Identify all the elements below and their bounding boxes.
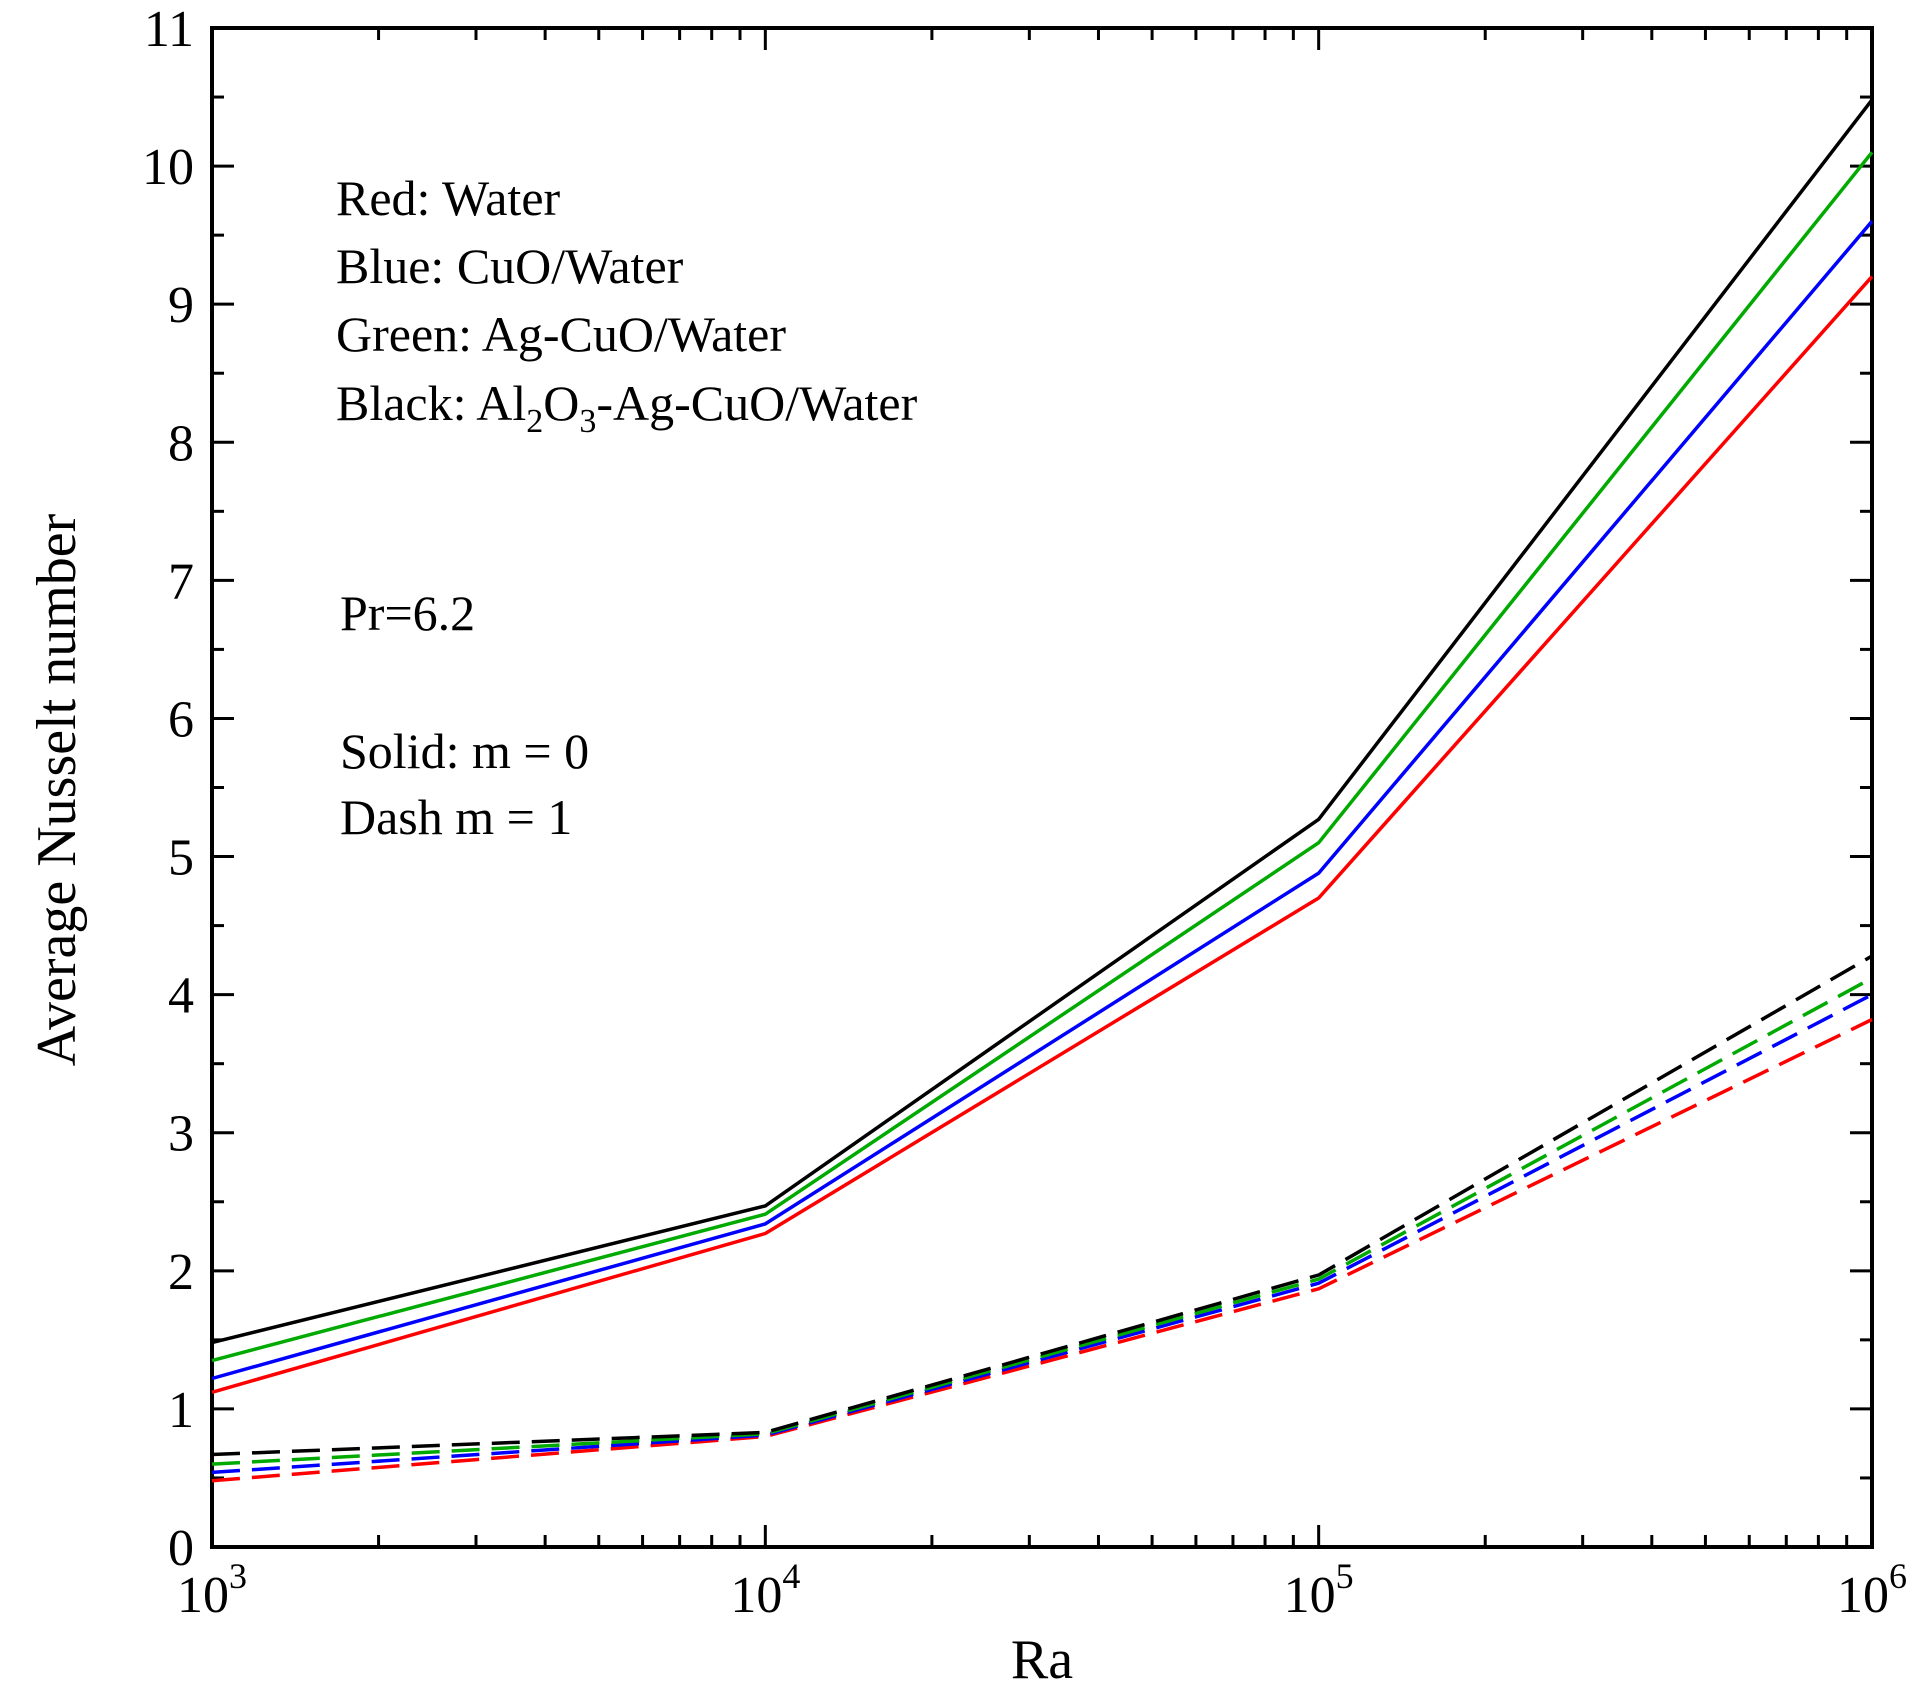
legend-label-blue: Blue: [336, 238, 444, 294]
dash-annotation: Dash m = 1 [340, 789, 572, 845]
x-axis-title: Ra [1011, 1629, 1073, 1691]
y-tick-label: 2 [168, 1244, 194, 1301]
y-tick-label: 6 [168, 691, 194, 748]
series-line-dash-5 [211, 993, 1873, 1475]
x-tick-label: 105 [1284, 1556, 1354, 1624]
formula-sub-3: 3 [579, 403, 596, 440]
x-tick-label: 104 [730, 1556, 800, 1624]
legend-entry-blue: Blue: CuO/Water [336, 238, 684, 294]
x-tick-label: 103 [177, 1556, 247, 1624]
solid-annotation: Solid: m = 0 [340, 723, 589, 779]
x-tick-base: 10 [1837, 1567, 1889, 1624]
series-line-solid-3 [211, 98, 1874, 1345]
y-tick-label: 3 [168, 1106, 194, 1163]
y-tick-label: 5 [168, 830, 194, 887]
legend-text-green: Ag-CuO/Water [482, 306, 787, 362]
x-tick-exponent: 5 [1336, 1556, 1354, 1596]
x-tick-base: 10 [730, 1567, 782, 1624]
axis-ticks [210, 26, 1874, 1549]
legend-entry-black: Black: Al2O3-Ag-CuO/Water [336, 375, 918, 440]
legend-entry-green: Green: Ag-CuO/Water [336, 306, 786, 362]
series-group [211, 98, 1874, 1483]
y-axis-title: Average Nusselt number [26, 513, 88, 1066]
x-tick-labels: 103 104 105 106 [177, 1556, 1907, 1624]
y-tick-label: 7 [168, 553, 194, 610]
formula-o: O [543, 375, 579, 431]
series-line-solid-0 [211, 275, 1874, 1394]
x-tick-exponent: 3 [229, 1556, 247, 1596]
y-tick-label: 10 [142, 139, 194, 196]
x-tick-exponent: 4 [782, 1556, 800, 1596]
y-tick-labels: 0 1 2 3 4 5 6 7 8 9 10 11 [142, 1, 194, 1577]
series-line-dash-7 [211, 954, 1873, 1457]
y-tick-label: 1 [168, 1382, 194, 1439]
prandtl-annotation: Pr=6.2 [340, 585, 475, 641]
formula-rest: -Ag-CuO/Water [596, 375, 917, 431]
legend-entry-red: Red: Water [336, 170, 561, 226]
y-tick-label: 4 [168, 968, 194, 1025]
series-line-solid-1 [211, 220, 1874, 1381]
x-tick-label: 106 [1837, 1556, 1907, 1624]
legend-label-black: Black: [336, 375, 467, 431]
legend-text-blue: CuO/Water [457, 238, 684, 294]
y-tick-label: 0 [168, 1520, 194, 1577]
y-tick-label: 9 [168, 277, 194, 334]
legend-label-red: Red: [336, 170, 430, 226]
y-tick-label: 11 [144, 1, 194, 58]
x-tick-base: 10 [177, 1567, 229, 1624]
legend-label-green: Green: [336, 306, 472, 362]
legend: Red: Water Blue: CuO/Water Green: Ag-CuO… [336, 170, 918, 440]
series-line-dash-4 [211, 1017, 1873, 1483]
series-line-dash-6 [211, 976, 1873, 1466]
x-tick-base: 10 [1284, 1567, 1336, 1624]
x-tick-exponent: 6 [1889, 1556, 1907, 1596]
y-tick-label: 8 [168, 415, 194, 472]
formula-al: Al [476, 375, 526, 431]
formula-sub-2: 2 [526, 403, 543, 440]
legend-text-red: Water [442, 170, 560, 226]
series-line-solid-2 [211, 151, 1874, 1363]
